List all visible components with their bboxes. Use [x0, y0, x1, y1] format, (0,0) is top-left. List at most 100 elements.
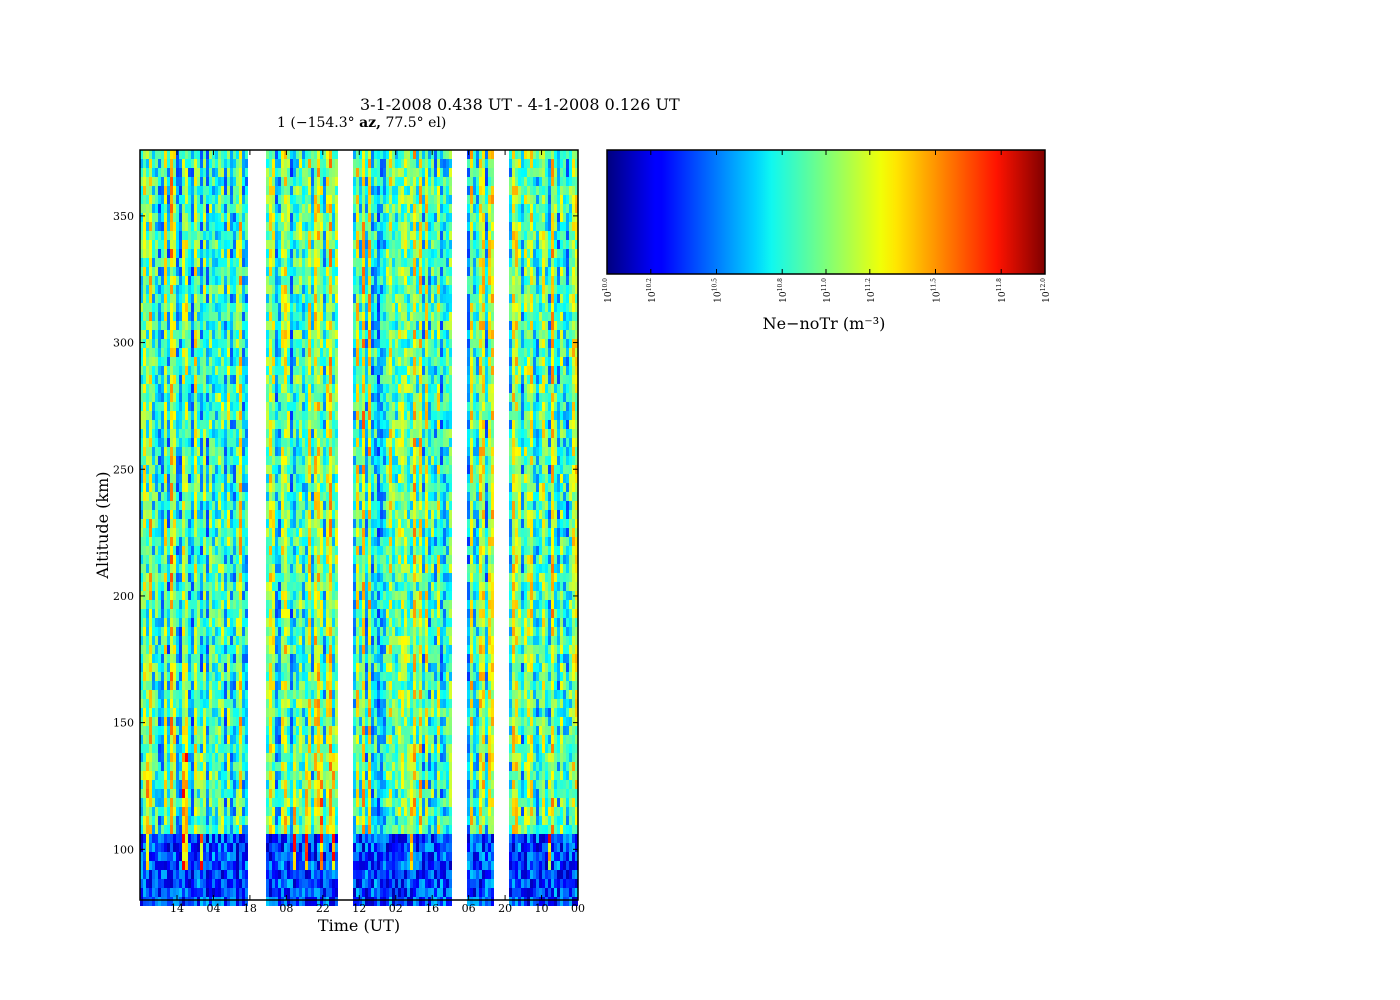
heatmap-cell — [239, 213, 242, 222]
heatmap-cell — [290, 393, 293, 402]
heatmap-cell — [167, 204, 170, 213]
heatmap-cell — [173, 663, 176, 672]
heatmap-cell — [155, 456, 158, 465]
heatmap-cell — [200, 726, 203, 735]
heatmap-cell — [335, 303, 338, 312]
heatmap-cell — [182, 150, 185, 159]
heatmap-cell — [143, 870, 146, 879]
heatmap-cell — [203, 546, 206, 555]
heatmap-cell — [314, 582, 317, 591]
heatmap-cell — [212, 888, 215, 897]
heatmap-cell — [323, 240, 326, 249]
heatmap-cell — [302, 834, 305, 843]
heatmap-cell — [311, 654, 314, 663]
heatmap-cell — [191, 735, 194, 744]
heatmap-cell — [233, 861, 236, 870]
heatmap-cell — [164, 447, 167, 456]
heatmap-cell — [296, 366, 299, 375]
heatmap-cell — [266, 150, 269, 159]
heatmap-cell — [311, 690, 314, 699]
heatmap-cell — [305, 672, 308, 681]
heatmap-cell — [182, 303, 185, 312]
heatmap-cell — [218, 627, 221, 636]
heatmap-cell — [326, 636, 329, 645]
heatmap-cell — [179, 573, 182, 582]
heatmap-cell — [275, 303, 278, 312]
heatmap-cell — [320, 159, 323, 168]
heatmap-cell — [197, 627, 200, 636]
heatmap-cell — [308, 294, 311, 303]
heatmap-cell — [164, 519, 167, 528]
heatmap-cell — [245, 438, 248, 447]
heatmap-cell — [230, 357, 233, 366]
heatmap-cell — [308, 744, 311, 753]
heatmap-cell — [284, 807, 287, 816]
heatmap-cell — [302, 177, 305, 186]
heatmap-cell — [296, 402, 299, 411]
heatmap-cell — [143, 735, 146, 744]
heatmap-cell — [311, 816, 314, 825]
heatmap-cell — [311, 348, 314, 357]
heatmap-cell — [275, 501, 278, 510]
heatmap-cell — [191, 546, 194, 555]
heatmap-cell — [173, 402, 176, 411]
heatmap-cell — [326, 321, 329, 330]
heatmap-cell — [218, 204, 221, 213]
heatmap-cell — [287, 510, 290, 519]
heatmap-cell — [266, 348, 269, 357]
heatmap-cell — [188, 627, 191, 636]
heatmap-cell — [302, 798, 305, 807]
heatmap-cell — [203, 321, 206, 330]
heatmap-cell — [158, 222, 161, 231]
heatmap-cell — [167, 285, 170, 294]
heatmap-cell — [179, 564, 182, 573]
heatmap-cell — [167, 303, 170, 312]
heatmap-cell — [149, 573, 152, 582]
heatmap-cell — [146, 303, 149, 312]
heatmap-cell — [200, 222, 203, 231]
heatmap-cell — [149, 645, 152, 654]
heatmap-cell — [224, 267, 227, 276]
heatmap-cell — [152, 519, 155, 528]
heatmap-cell — [245, 753, 248, 762]
heatmap-cell — [167, 348, 170, 357]
heatmap-cell — [173, 294, 176, 303]
heatmap-cell — [281, 888, 284, 897]
heatmap-cell — [311, 402, 314, 411]
heatmap-cell — [212, 222, 215, 231]
heatmap-cell — [179, 762, 182, 771]
heatmap-cell — [221, 582, 224, 591]
heatmap-cell — [233, 816, 236, 825]
heatmap-cell — [287, 483, 290, 492]
heatmap-cell — [323, 492, 326, 501]
heatmap-cell — [143, 510, 146, 519]
heatmap-cell — [326, 420, 329, 429]
heatmap-cell — [245, 789, 248, 798]
heatmap-cell — [314, 717, 317, 726]
heatmap-cell — [287, 591, 290, 600]
heatmap-cell — [272, 375, 275, 384]
heatmap-cell — [188, 222, 191, 231]
heatmap-cell — [176, 807, 179, 816]
heatmap-cell — [326, 438, 329, 447]
heatmap-cell — [239, 753, 242, 762]
heatmap-cell — [317, 159, 320, 168]
heatmap-cell — [245, 834, 248, 843]
heatmap-cell — [146, 771, 149, 780]
heatmap-cell — [170, 879, 173, 888]
heatmap-cell — [278, 339, 281, 348]
heatmap-cell — [167, 834, 170, 843]
heatmap-cell — [173, 483, 176, 492]
heatmap-cell — [233, 870, 236, 879]
heatmap-cell — [233, 591, 236, 600]
heatmap-cell — [197, 366, 200, 375]
heatmap-cell — [332, 213, 335, 222]
heatmap-cell — [281, 825, 284, 834]
heatmap-cell — [179, 366, 182, 375]
heatmap-cell — [209, 195, 212, 204]
heatmap-cell — [296, 600, 299, 609]
heatmap-cell — [332, 240, 335, 249]
heatmap-cell — [269, 339, 272, 348]
heatmap-cell — [155, 582, 158, 591]
heatmap-cell — [236, 591, 239, 600]
